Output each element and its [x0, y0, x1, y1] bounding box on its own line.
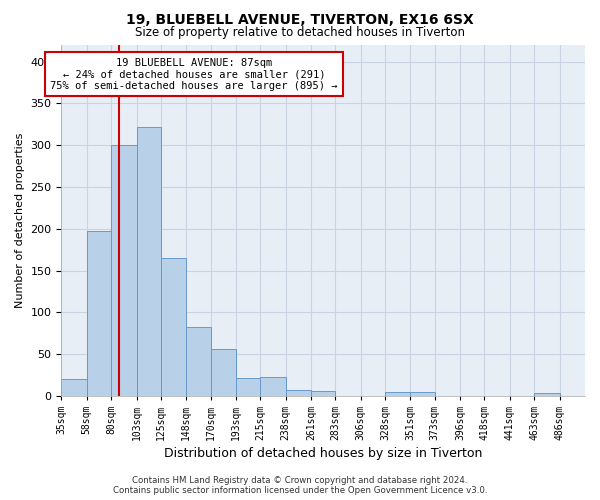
- Bar: [87, 231, 111, 396]
- Y-axis label: Number of detached properties: Number of detached properties: [15, 132, 25, 308]
- Bar: [311, 391, 335, 396]
- Text: 19 BLUEBELL AVENUE: 87sqm
← 24% of detached houses are smaller (291)
75% of semi: 19 BLUEBELL AVENUE: 87sqm ← 24% of detac…: [50, 58, 338, 91]
- Bar: [236, 378, 260, 396]
- X-axis label: Distribution of detached houses by size in Tiverton: Distribution of detached houses by size …: [164, 447, 482, 460]
- Bar: [260, 378, 286, 396]
- Bar: [61, 379, 87, 396]
- Text: 19, BLUEBELL AVENUE, TIVERTON, EX16 6SX: 19, BLUEBELL AVENUE, TIVERTON, EX16 6SX: [126, 12, 474, 26]
- Bar: [211, 349, 236, 396]
- Bar: [161, 258, 186, 396]
- Bar: [186, 328, 211, 396]
- Text: Contains HM Land Registry data © Crown copyright and database right 2024.
Contai: Contains HM Land Registry data © Crown c…: [113, 476, 487, 495]
- Bar: [286, 390, 311, 396]
- Bar: [111, 145, 137, 396]
- Bar: [410, 392, 435, 396]
- Text: Size of property relative to detached houses in Tiverton: Size of property relative to detached ho…: [135, 26, 465, 39]
- Bar: [534, 394, 560, 396]
- Bar: [137, 127, 161, 396]
- Bar: [385, 392, 410, 396]
